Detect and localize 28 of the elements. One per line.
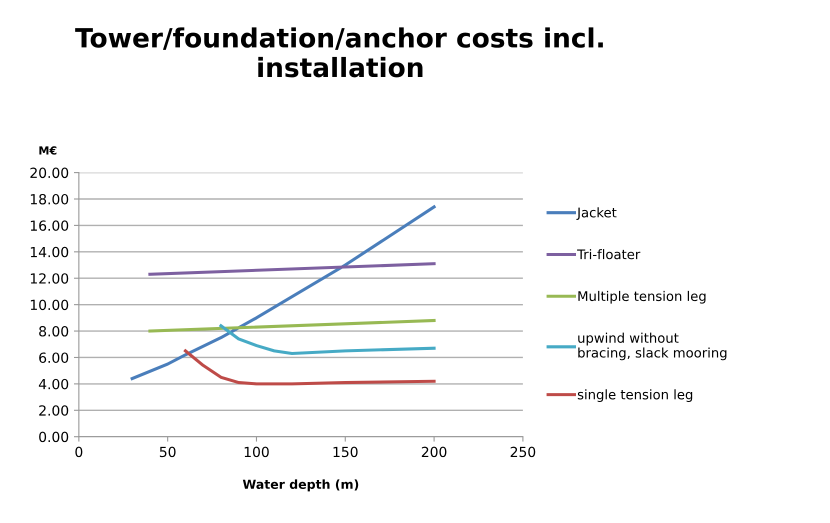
y-tick-label: 0.00 (39, 432, 68, 442)
y-tick-label: 6.00 (39, 352, 68, 363)
line-series (130, 205, 436, 380)
x-axis-title: Water depth (m) (242, 479, 358, 492)
x-tick-label: 100 (244, 446, 269, 458)
x-tick-label: 250 (510, 446, 536, 458)
x-tick-label: 0 (75, 446, 82, 458)
y-tick-label: 18.00 (30, 194, 68, 204)
line-series (184, 349, 436, 386)
legend-label: single tension leg (578, 389, 692, 402)
y-tick-label: 12.00 (30, 273, 68, 284)
x-tick-label: 50 (160, 446, 176, 458)
x-tick-label: 200 (422, 446, 446, 458)
legend-label: Multiple tension leg (578, 290, 706, 304)
y-tick-label: 2.00 (39, 405, 68, 416)
legend-label: upwind without bracing, slack mooring (578, 332, 726, 360)
y-axis-title: M€ (39, 146, 56, 155)
line-series (219, 324, 436, 356)
y-tick-label: 10.00 (30, 300, 68, 310)
y-tick-label: 14.00 (30, 246, 68, 258)
legend-label: Jacket (576, 207, 616, 220)
chart-title: Tower/foundation/anchor costs incl. installation (75, 27, 603, 78)
x-tick-label: 150 (334, 446, 358, 458)
y-tick-label: 4.00 (38, 378, 68, 390)
y-tick-label: 20.00 (30, 168, 68, 178)
y-tick-label: 16.00 (30, 220, 68, 231)
legend-label: Tri-floater (577, 249, 640, 260)
y-tick-label: 8.00 (39, 326, 68, 337)
